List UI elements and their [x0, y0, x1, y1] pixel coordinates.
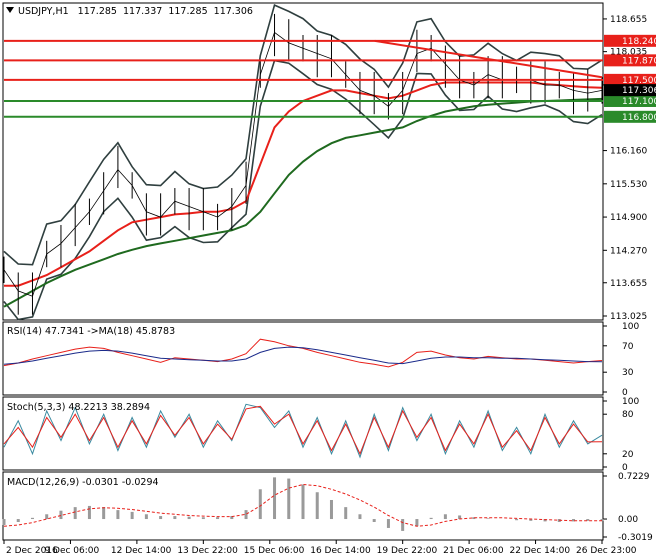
stoch-axis: 100 80 20 0 [603, 397, 639, 473]
price-tick-label: 114.270 [610, 246, 647, 256]
collapse-arrow-icon[interactable] [6, 7, 14, 13]
stoch-d-line [3, 405, 603, 456]
time-tick-label: 15 Dec 06:00 [244, 546, 305, 556]
level-tag-label: 118.240 [622, 37, 659, 47]
price-tick-label: 118.035 [610, 48, 647, 58]
stoch-k-line [3, 403, 603, 459]
stoch-tick-label: 80 [622, 410, 634, 420]
stoch-tick-label: 20 [622, 450, 634, 460]
level-tag-label: 116.800 [622, 113, 659, 123]
stoch-title: Stoch(5,3,3) 48.2213 38.2894 [7, 402, 150, 413]
level-tag [604, 73, 656, 86]
time-tick-label: 21 Dec 06:00 [443, 546, 504, 556]
macd-title: MACD(12,26,9) -0.0301 -0.0294 [7, 477, 159, 488]
macd-tick-label: 0.7229 [618, 472, 650, 482]
rsi-rsi-line [3, 338, 603, 368]
rsi-tick-label: 70 [622, 342, 634, 352]
time-tick-label: 2 Dec 2016 [6, 546, 58, 556]
macd-plot [2, 477, 604, 531]
price-tick-label: 115.530 [610, 180, 647, 190]
level-tag [604, 54, 656, 67]
bollinger-upper-line [3, 3, 603, 266]
rsi-title: RSI(14) 47.7341 ->MA(18) 45.8783 [7, 326, 175, 337]
rsi-tick-label: 30 [622, 368, 634, 378]
time-tick-label: 12 Dec 14:00 [111, 546, 172, 556]
time-tick-label: 9 Dec 06:00 [44, 546, 99, 556]
price-plot [3, 3, 603, 321]
stoch-plot [3, 403, 603, 459]
time-tick-label: 19 Dec 22:00 [377, 546, 438, 556]
price-tick-label: 113.025 [610, 312, 647, 322]
level-tags: 118.240 117.870 117.500 117.100 116.800 117.3… [604, 34, 659, 123]
macd-tick-label: -0.3019 [618, 533, 653, 543]
trendline [374, 39, 603, 79]
rsi-axis: 100 70 30 0 [603, 322, 639, 398]
rsi-ma-line [3, 346, 603, 365]
symbol-title: USDJPY,H1 117.285 117.337 117.285 117.30… [18, 6, 253, 17]
current-price-tag [604, 84, 656, 97]
rsi-tick-label: 100 [622, 322, 639, 332]
price-axis: 118.655118.035117.405116.160115.530114.9… [603, 15, 647, 322]
level-tag-label: 117.500 [622, 76, 659, 86]
level-tag [604, 34, 656, 47]
price-tick-label: 118.655 [610, 15, 647, 25]
stoch-tick-label: 100 [622, 397, 639, 407]
time-tick-label: 16 Dec 14:00 [310, 546, 371, 556]
macd-axis: 0.7229 0.00 -0.3019 [603, 472, 653, 543]
time-tick-label: 22 Dec 14:00 [510, 546, 571, 556]
current-price-label: 117.306 [622, 86, 659, 96]
stoch-tick-label: 0 [622, 463, 628, 473]
price-tick-label: 114.900 [610, 213, 647, 223]
rsi-plot [3, 338, 603, 368]
time-tick-label: 13 Dec 22:00 [177, 546, 238, 556]
level-tag [604, 110, 656, 123]
macd-tick-label: 0.00 [618, 515, 638, 525]
level-tag [604, 94, 656, 107]
rsi-tick-label: 0 [622, 388, 628, 398]
time-tick-label: 26 Dec 23:00 [576, 546, 637, 556]
level-tag-label: 117.100 [622, 97, 659, 107]
price-tick-label: 113.655 [610, 279, 647, 289]
stoch-panel [2, 396, 604, 471]
macd-signal-line [3, 483, 602, 527]
price-tick-label: 116.160 [610, 147, 647, 157]
level-tag-label: 117.870 [622, 56, 659, 66]
ma-green-line [3, 97, 603, 308]
